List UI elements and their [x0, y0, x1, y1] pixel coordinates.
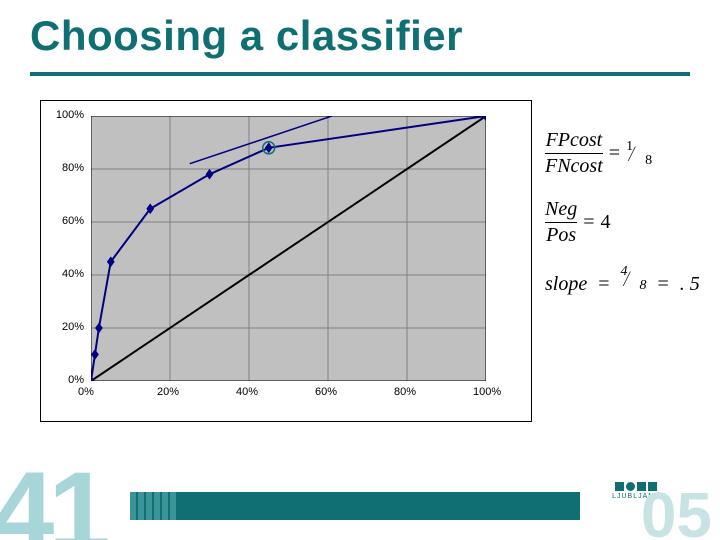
- slope-label: slope: [545, 273, 587, 295]
- eq2-rhs: 4: [601, 211, 611, 234]
- x-tick-label: 0%: [78, 386, 94, 398]
- equations-panel: FPcost FNcost = 1 ⁄ 8 Neg Pos = 4 slope …: [545, 130, 700, 296]
- logo-square: [615, 482, 624, 491]
- page-number: 41: [0, 456, 105, 540]
- y-tick-label: 0%: [68, 374, 84, 386]
- x-tick-label: 20%: [157, 386, 179, 398]
- x-tick-label: 100%: [473, 386, 501, 398]
- eq3-frac: 4 ⁄ 8: [621, 268, 647, 290]
- eq-slope: slope = 4 ⁄ 8 = . 5: [545, 268, 700, 296]
- chart-container: [40, 100, 532, 422]
- eq2-num: Neg: [545, 199, 577, 220]
- eq1-num: FPcost: [546, 130, 603, 151]
- y-tick-label: 80%: [62, 162, 84, 174]
- y-tick-label: 20%: [62, 321, 84, 333]
- y-tick-label: 100%: [56, 109, 84, 121]
- eq2-den: Pos: [546, 225, 576, 246]
- y-tick-label: 40%: [62, 268, 84, 280]
- x-tick-label: 60%: [315, 386, 337, 398]
- y-tick-label: 60%: [62, 215, 84, 227]
- roc-chart: [91, 116, 486, 381]
- year-label: 05: [641, 478, 712, 540]
- title-underline: [30, 72, 690, 76]
- eq-fpcost-fncost: FPcost FNcost = 1 ⁄ 8: [545, 130, 700, 177]
- eq1-den: FNcost: [545, 156, 603, 177]
- logo-square: [626, 482, 635, 491]
- equals-sign: =: [609, 142, 620, 165]
- footer-bar: [130, 492, 580, 520]
- x-tick-label: 40%: [236, 386, 258, 398]
- eq-neg-pos: Neg Pos = 4: [545, 199, 700, 246]
- x-tick-label: 80%: [394, 386, 416, 398]
- eq3-val: . 5: [680, 273, 700, 295]
- equals-sign: =: [583, 211, 594, 234]
- eq1-rhs: 1 ⁄ 8: [626, 143, 652, 165]
- slide-title: Choosing a classifier: [30, 12, 463, 60]
